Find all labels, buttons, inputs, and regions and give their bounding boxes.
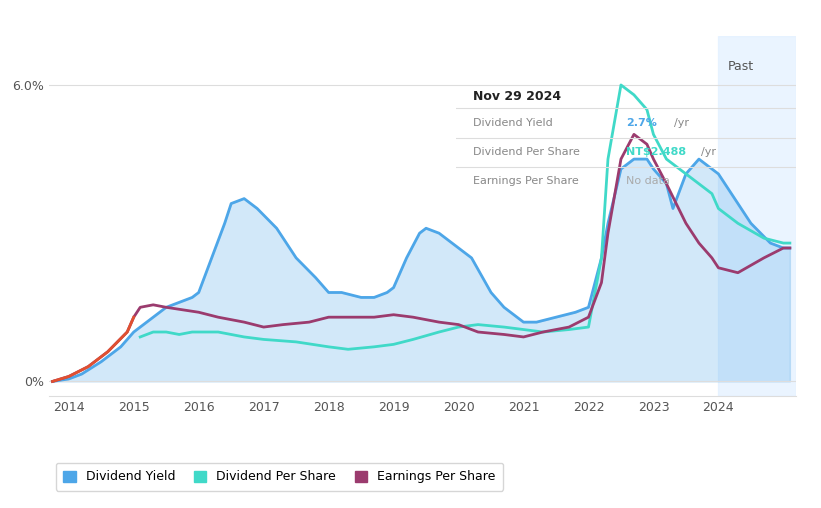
Text: /yr: /yr bbox=[674, 118, 689, 128]
Text: Past: Past bbox=[728, 60, 754, 73]
Text: 2.7%: 2.7% bbox=[626, 118, 657, 128]
Text: Dividend Per Share: Dividend Per Share bbox=[473, 147, 580, 157]
Text: Nov 29 2024: Nov 29 2024 bbox=[473, 90, 561, 103]
Text: /yr: /yr bbox=[701, 147, 716, 157]
Text: No data: No data bbox=[626, 176, 670, 186]
Text: Earnings Per Share: Earnings Per Share bbox=[473, 176, 579, 186]
Bar bbox=[718, 36, 796, 396]
Text: NT$2.488: NT$2.488 bbox=[626, 147, 686, 157]
Text: Dividend Yield: Dividend Yield bbox=[473, 118, 553, 128]
Legend: Dividend Yield, Dividend Per Share, Earnings Per Share: Dividend Yield, Dividend Per Share, Earn… bbox=[56, 463, 503, 491]
